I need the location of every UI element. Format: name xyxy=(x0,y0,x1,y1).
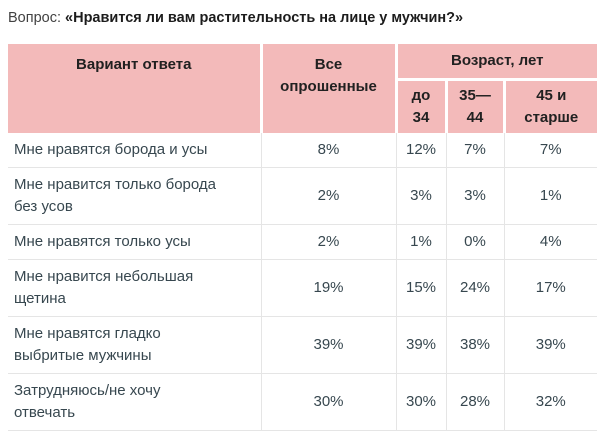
header-all-respondents: Все опрошенные xyxy=(261,44,398,133)
value-35-44-cell: 3% xyxy=(446,167,505,225)
value-35-44-cell: 38% xyxy=(446,316,505,374)
value-all-cell: 19% xyxy=(261,259,397,317)
value-35-44-cell: 24% xyxy=(446,259,505,317)
value-under34-cell: 39% xyxy=(396,316,447,374)
value-all-cell: 39% xyxy=(261,316,397,374)
value-under34-cell: 30% xyxy=(396,373,447,431)
answer-label-cell: Затрудняюсь/не хочу отвечать xyxy=(8,373,262,431)
value-45plus-cell: 17% xyxy=(504,259,598,317)
table-row: Мне нравятся гладко выбритые мужчины 39%… xyxy=(8,316,598,374)
value-45plus-cell: 1% xyxy=(504,167,598,225)
value-35-44-cell: 7% xyxy=(446,133,505,168)
value-under34-cell: 12% xyxy=(396,133,447,168)
value-all-cell: 8% xyxy=(261,133,397,168)
table-row: Мне нравится только борода без усов 2% 3… xyxy=(8,167,598,225)
value-45plus-cell: 7% xyxy=(504,133,598,168)
value-35-44-cell: 0% xyxy=(446,224,505,260)
header-answer-option: Вариант ответа xyxy=(8,44,263,133)
table-row: Мне нравятся борода и усы 8% 12% 7% 7% xyxy=(8,133,598,168)
answer-label-cell: Мне нравятся только усы xyxy=(8,224,262,260)
value-all-cell: 2% xyxy=(261,167,397,225)
value-35-44-cell: 28% xyxy=(446,373,505,431)
answer-label-cell: Мне нравятся борода и усы xyxy=(8,133,262,168)
table-body: Мне нравятся борода и усы 8% 12% 7% 7% М… xyxy=(8,133,598,431)
value-45plus-cell: 32% xyxy=(504,373,598,431)
question-prefix: Вопрос: xyxy=(8,10,61,26)
results-table: Вариант ответа Все опрошенные Возраст, л… xyxy=(8,44,598,431)
header-age-45-plus: 45 и старше xyxy=(504,79,598,133)
table-row: Мне нравится небольшая щетина 19% 15% 24… xyxy=(8,259,598,317)
table-header: Вариант ответа Все опрошенные Возраст, л… xyxy=(8,44,598,133)
answer-label-cell: Мне нравится небольшая щетина xyxy=(8,259,262,317)
value-45plus-cell: 39% xyxy=(504,316,598,374)
table-row: Затрудняюсь/не хочу отвечать 30% 30% 28%… xyxy=(8,373,598,431)
header-age-35-44: 35— 44 xyxy=(446,79,506,133)
table-row: Мне нравятся только усы 2% 1% 0% 4% xyxy=(8,224,598,260)
header-age-group: Возраст, лет xyxy=(396,44,598,81)
value-under34-cell: 1% xyxy=(396,224,447,260)
value-45plus-cell: 4% xyxy=(504,224,598,260)
value-all-cell: 2% xyxy=(261,224,397,260)
value-under34-cell: 15% xyxy=(396,259,447,317)
question-title: Вопрос: «Нравится ли вам растительность … xyxy=(8,8,596,28)
value-all-cell: 30% xyxy=(261,373,397,431)
answer-label-cell: Мне нравятся гладко выбритые мужчины xyxy=(8,316,262,374)
value-under34-cell: 3% xyxy=(396,167,447,225)
answer-label-cell: Мне нравится только борода без усов xyxy=(8,167,262,225)
question-text: «Нравится ли вам растительность на лице … xyxy=(65,10,464,26)
header-age-under-34: до 34 xyxy=(396,79,448,133)
